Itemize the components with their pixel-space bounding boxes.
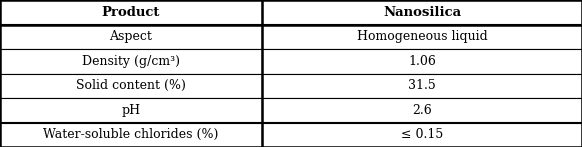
Text: Product: Product bbox=[102, 6, 160, 19]
Text: 2.6: 2.6 bbox=[412, 104, 432, 117]
Bar bbox=[0, 98, 262, 122]
Bar bbox=[262, 25, 582, 49]
Bar bbox=[0, 0, 262, 25]
Text: 1.06: 1.06 bbox=[408, 55, 436, 68]
Bar bbox=[262, 122, 582, 147]
Text: Nanosilica: Nanosilica bbox=[383, 6, 461, 19]
Bar bbox=[262, 49, 582, 74]
Text: Water-soluble chlorides (%): Water-soluble chlorides (%) bbox=[43, 128, 219, 141]
Bar bbox=[262, 0, 582, 25]
Text: pH: pH bbox=[122, 104, 140, 117]
Text: ≤ 0.15: ≤ 0.15 bbox=[401, 128, 443, 141]
Bar bbox=[0, 49, 262, 74]
Bar bbox=[262, 74, 582, 98]
Bar bbox=[0, 122, 262, 147]
Bar bbox=[0, 25, 262, 49]
Text: 31.5: 31.5 bbox=[408, 79, 436, 92]
Text: Solid content (%): Solid content (%) bbox=[76, 79, 186, 92]
Bar bbox=[262, 98, 582, 122]
Text: Density (g/cm³): Density (g/cm³) bbox=[82, 55, 180, 68]
Bar bbox=[0, 74, 262, 98]
Text: Homogeneous liquid: Homogeneous liquid bbox=[357, 30, 487, 43]
Text: Aspect: Aspect bbox=[109, 30, 152, 43]
